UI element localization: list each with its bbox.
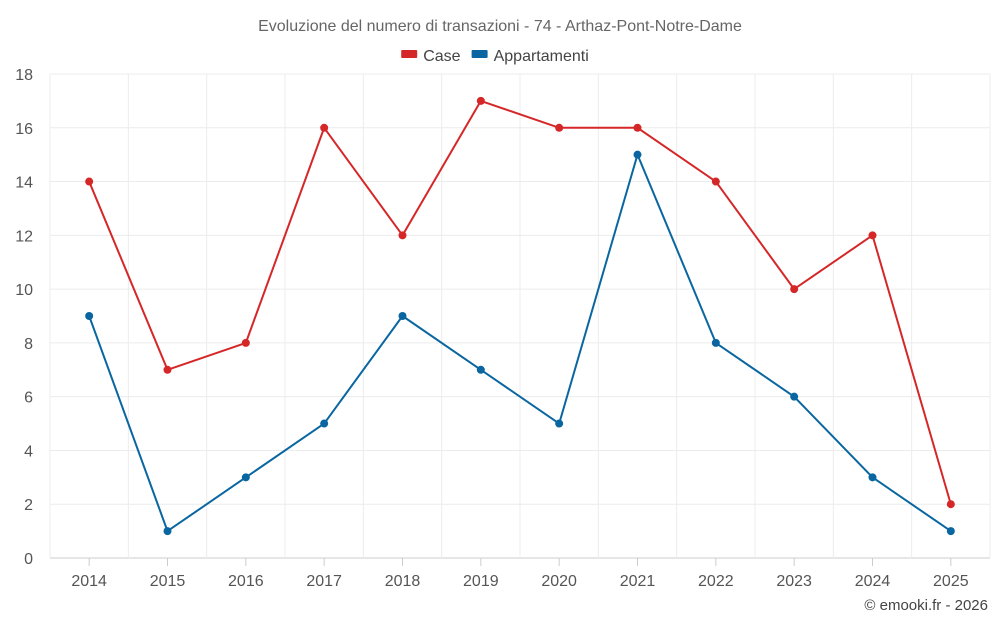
x-tick-label: 2025 bbox=[933, 573, 969, 590]
data-point-case bbox=[868, 231, 877, 240]
x-tick-label: 2017 bbox=[306, 573, 342, 590]
data-point-appartamenti bbox=[633, 150, 642, 159]
legend-label-case: Case bbox=[423, 48, 460, 65]
chart-title: Evoluzione del numero di transazioni - 7… bbox=[258, 18, 742, 35]
legend-swatch-appartamenti bbox=[471, 50, 488, 58]
series-line-appartamenti bbox=[88, 153, 952, 533]
x-tick-label: 2019 bbox=[463, 573, 499, 590]
x-tick-label: 2024 bbox=[855, 573, 891, 590]
data-point-appartamenti bbox=[163, 527, 172, 536]
x-tick-label: 2020 bbox=[541, 573, 577, 590]
y-tick-label: 14 bbox=[15, 175, 33, 192]
data-point-case bbox=[476, 96, 485, 105]
y-tick-label: 4 bbox=[24, 443, 33, 460]
data-point-appartamenti bbox=[398, 312, 407, 320]
legend-label-appartamenti: Appartamenti bbox=[494, 48, 589, 65]
x-tick-label: 2014 bbox=[71, 573, 107, 590]
y-tick-label: 6 bbox=[24, 390, 33, 407]
legend: Case Appartamenti bbox=[401, 48, 589, 65]
data-point-appartamenti bbox=[241, 473, 250, 482]
data-point-appartamenti bbox=[790, 392, 799, 401]
y-tick-label: 18 bbox=[15, 67, 33, 84]
data-point-appartamenti bbox=[868, 473, 877, 482]
y-tick-label: 8 bbox=[24, 336, 33, 353]
series-layer bbox=[85, 96, 955, 536]
credit-label: © emooki.fr - 2026 bbox=[864, 597, 988, 614]
data-point-case bbox=[555, 123, 564, 132]
data-point-case bbox=[633, 123, 642, 132]
data-point-appartamenti bbox=[946, 527, 955, 536]
data-point-case bbox=[241, 338, 250, 347]
x-tick-label: 2018 bbox=[385, 573, 421, 590]
y-tick-label: 16 bbox=[15, 121, 33, 138]
data-point-case bbox=[163, 365, 172, 374]
data-point-appartamenti bbox=[320, 419, 329, 428]
data-point-appartamenti bbox=[711, 338, 720, 347]
series-line-case bbox=[88, 99, 952, 505]
data-point-appartamenti bbox=[476, 365, 485, 374]
data-point-appartamenti bbox=[85, 312, 94, 320]
y-tick-label: 0 bbox=[24, 551, 33, 568]
data-point-case bbox=[398, 231, 407, 240]
x-tick-label: 2022 bbox=[698, 573, 734, 590]
data-point-case bbox=[711, 177, 720, 186]
data-point-case bbox=[946, 500, 955, 509]
y-axis: 0 2 4 6 8 10 12 14 16 18 bbox=[15, 67, 33, 568]
x-axis: 2014 2015 2016 2017 2018 2019 2020 2021 2022 2023… bbox=[71, 558, 969, 590]
data-point-case bbox=[85, 177, 94, 186]
data-point-appartamenti bbox=[555, 419, 564, 428]
y-tick-label: 10 bbox=[15, 282, 33, 299]
legend-swatch-case bbox=[401, 50, 418, 58]
x-tick-label: 2015 bbox=[150, 573, 186, 590]
data-point-case bbox=[790, 285, 799, 294]
x-tick-label: 2021 bbox=[620, 573, 656, 590]
grid bbox=[49, 73, 991, 559]
y-tick-label: 12 bbox=[15, 228, 33, 245]
data-point-case bbox=[320, 123, 329, 132]
x-tick-label: 2016 bbox=[228, 573, 264, 590]
x-tick-label: 2023 bbox=[776, 573, 812, 590]
y-tick-label: 2 bbox=[24, 497, 33, 514]
